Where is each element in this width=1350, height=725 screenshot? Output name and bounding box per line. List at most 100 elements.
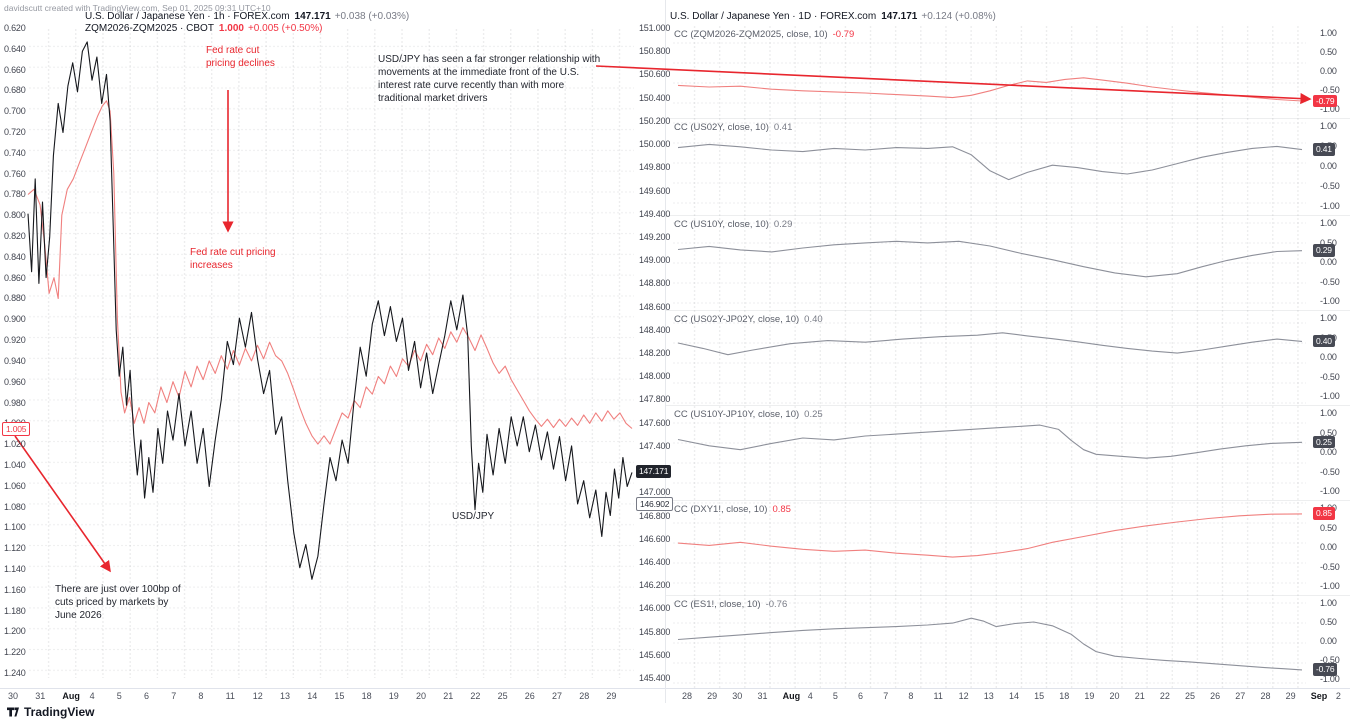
usdjpy-scale-tick: 150.000 bbox=[639, 139, 671, 150]
usdjpy-price-scale[interactable]: 151.000 150.800 150.600 150.400 150.200 150.0… bbox=[637, 0, 670, 688]
usdjpy-scale-tick: 147.000 bbox=[639, 487, 671, 498]
spread-scale-tick: 1.020 bbox=[4, 439, 26, 450]
usdjpy-scale-tick: 149.600 bbox=[639, 185, 671, 196]
spread-price-scale[interactable]: 0.620 0.640 0.660 0.680 0.700 0.720 0.740 0.760… bbox=[0, 0, 27, 688]
cc-line[interactable] bbox=[677, 240, 1303, 278]
cc-scale-tick: 1.00 bbox=[1320, 121, 1337, 131]
cc-pane-value: -0.76 bbox=[765, 599, 788, 610]
cc-scale-tick: 0.00 bbox=[1320, 636, 1337, 646]
cc-pane-title: CC (ZQM2026-ZQM2025, close, 10) bbox=[674, 29, 828, 40]
left-chart-legend-row1[interactable]: U.S. Dollar / Japanese Yen · 1h · FOREX.… bbox=[85, 11, 409, 22]
spread-scale-tick: 1.200 bbox=[4, 626, 26, 637]
usdjpy-scale-tick: 148.000 bbox=[639, 371, 671, 382]
usdjpy-scale-tick: 148.600 bbox=[639, 301, 671, 312]
usdjpy-scale-tick: 148.800 bbox=[639, 278, 671, 289]
spread-scale-tick: 0.860 bbox=[4, 272, 26, 283]
usdjpy-scale-tick: 146.200 bbox=[639, 580, 671, 591]
cc-pane-label[interactable]: CC (US02Y, close, 10) 0.41 bbox=[674, 122, 792, 133]
right-time-tick: 20 bbox=[1109, 691, 1120, 701]
annotation-usdjpy-label[interactable]: USD/JPY bbox=[452, 511, 495, 522]
usdjpy-scale-tick: 146.000 bbox=[639, 603, 671, 614]
cc-pane-label[interactable]: CC (ZQM2026-ZQM2025, close, 10) -0.79 bbox=[674, 29, 854, 40]
cc-line[interactable] bbox=[677, 143, 1303, 181]
right-symbol-title: U.S. Dollar / Japanese Yen · 1D · FOREX.… bbox=[670, 11, 877, 22]
cc-scale-tick: -0.50 bbox=[1320, 85, 1340, 95]
left-time-tick: 4 bbox=[89, 691, 95, 701]
left-chart-plot-area[interactable] bbox=[28, 28, 634, 678]
tradingview-logo[interactable]: TradingView bbox=[6, 705, 94, 719]
cc-value-badge: 0.25 bbox=[1313, 435, 1335, 449]
cc-line[interactable] bbox=[677, 77, 1303, 102]
zq-spread-line[interactable] bbox=[27, 100, 633, 445]
left-time-tick: 31 bbox=[35, 691, 46, 701]
cc-pane-label[interactable]: CC (US10Y, close, 10) 0.29 bbox=[674, 219, 792, 230]
cc-pane-value: 0.40 bbox=[804, 314, 823, 325]
cc-scale-tick: -0.50 bbox=[1320, 276, 1340, 287]
cc-pane-label[interactable]: CC (US10Y-JP10Y, close, 10) 0.25 bbox=[674, 409, 823, 420]
annotation-arrow[interactable] bbox=[595, 65, 1312, 105]
usdjpy-scale-tick: 150.600 bbox=[639, 69, 671, 80]
right-chart-legend[interactable]: U.S. Dollar / Japanese Yen · 1D · FOREX.… bbox=[670, 11, 996, 22]
right-time-tick: 22 bbox=[1159, 691, 1170, 701]
spread-scale-tick: 0.760 bbox=[4, 168, 26, 179]
right-time-tick: 29 bbox=[1285, 691, 1296, 701]
cc-pane-label[interactable]: CC (US02Y-JP02Y, close, 10) 0.40 bbox=[674, 314, 823, 325]
cc-pane-label[interactable]: CC (DXY1!, close, 10) 0.85 bbox=[674, 504, 791, 515]
left-time-tick: Aug bbox=[62, 691, 80, 701]
cc-pane-title: CC (US10Y-JP10Y, close, 10) bbox=[674, 409, 800, 420]
right-time-tick: 8 bbox=[908, 691, 914, 701]
usdjpy-line[interactable] bbox=[27, 41, 633, 580]
cc-scale-tick: 0.50 bbox=[1320, 522, 1337, 533]
cc-scale-tick: 1.00 bbox=[1320, 218, 1337, 228]
cc-line[interactable] bbox=[677, 424, 1303, 459]
right-time-tick: 13 bbox=[983, 691, 994, 701]
left-time-tick: 13 bbox=[280, 691, 291, 701]
cc-scale-tick: 0.00 bbox=[1320, 542, 1337, 552]
spread-scale-tick: 0.800 bbox=[4, 210, 26, 221]
cc-scale-tick: -1.00 bbox=[1320, 581, 1340, 591]
left-time-tick: 12 bbox=[252, 691, 263, 701]
annotation-usdjpy-relationship[interactable]: USD/JPY has seen a far stronger relation… bbox=[378, 54, 601, 104]
cc-line[interactable] bbox=[677, 617, 1303, 671]
left-time-tick: 20 bbox=[416, 691, 427, 701]
annotation-arrow[interactable] bbox=[14, 435, 111, 573]
cc-scale-tick: 0.50 bbox=[1320, 427, 1337, 438]
left-time-tick: 26 bbox=[524, 691, 535, 701]
tradingview-wordmark: TradingView bbox=[24, 705, 95, 719]
right-time-tick: 15 bbox=[1034, 691, 1045, 701]
cc-scale-tick: -0.50 bbox=[1320, 655, 1340, 665]
pane-separator bbox=[666, 118, 1350, 119]
spread-scale-tick: 0.740 bbox=[4, 147, 26, 158]
pane-separator bbox=[666, 595, 1350, 596]
correlation-scale[interactable]: 1.000.500.00-0.50-1.00-0.791.000.500.00-… bbox=[1310, 0, 1350, 688]
right-time-tick: 28 bbox=[1260, 691, 1271, 701]
left-time-tick: 27 bbox=[552, 691, 563, 701]
usdjpy-scale-tick: 146.400 bbox=[639, 556, 671, 567]
cc-scale-tick: 1.00 bbox=[1320, 28, 1337, 38]
spread-scale-tick: 1.240 bbox=[4, 668, 26, 678]
usdjpy-scale-tick: 148.200 bbox=[639, 348, 671, 358]
spread-scale-tick: 1.140 bbox=[4, 563, 26, 574]
cc-line[interactable] bbox=[677, 332, 1303, 356]
spread-scale-tick: 0.640 bbox=[4, 43, 26, 54]
cc-line[interactable] bbox=[677, 513, 1303, 558]
right-time-axis[interactable]: 28 29 30 31 Aug 4 5 6 7 8 11 12 13 14 15 18 19 20 21 22 25 26… bbox=[665, 688, 1350, 704]
spread-scale-tick: 0.820 bbox=[4, 231, 26, 242]
cc-scale-tick: 0.50 bbox=[1320, 237, 1337, 248]
right-time-tick: 5 bbox=[832, 691, 838, 701]
cc-pane-label[interactable]: CC (ES1!, close, 10) -0.76 bbox=[674, 599, 787, 610]
usdjpy-scale-tick: 150.200 bbox=[639, 115, 671, 126]
annotation-cuts-priced[interactable]: There are just over 100bp of cuts priced… bbox=[55, 584, 181, 621]
annotation-fed-cut-increases[interactable]: Fed rate cut pricing increases bbox=[190, 247, 276, 271]
left-time-axis[interactable]: 30 31 Aug 4 5 6 7 8 11 12 13 14 15 18 19 20 21 22 25 26 27 28… bbox=[0, 688, 665, 704]
cc-scale-tick: -0.50 bbox=[1320, 466, 1340, 477]
left-chart-legend-row2[interactable]: ZQM2026-ZQM2025 · CBOT 1.000 +0.005 (+0.50… bbox=[85, 23, 322, 34]
usdjpy-scale-tick: 148.400 bbox=[639, 324, 671, 335]
cc-scale-tick: -0.50 bbox=[1320, 371, 1340, 382]
annotation-fed-cut-declines[interactable]: Fed rate cut pricing declines bbox=[206, 45, 275, 69]
right-chart-plot-area[interactable] bbox=[672, 25, 1306, 688]
left-time-tick: 18 bbox=[361, 691, 372, 701]
usdjpy-scale-tick: 145.400 bbox=[639, 673, 671, 683]
right-time-tick: 26 bbox=[1210, 691, 1221, 701]
